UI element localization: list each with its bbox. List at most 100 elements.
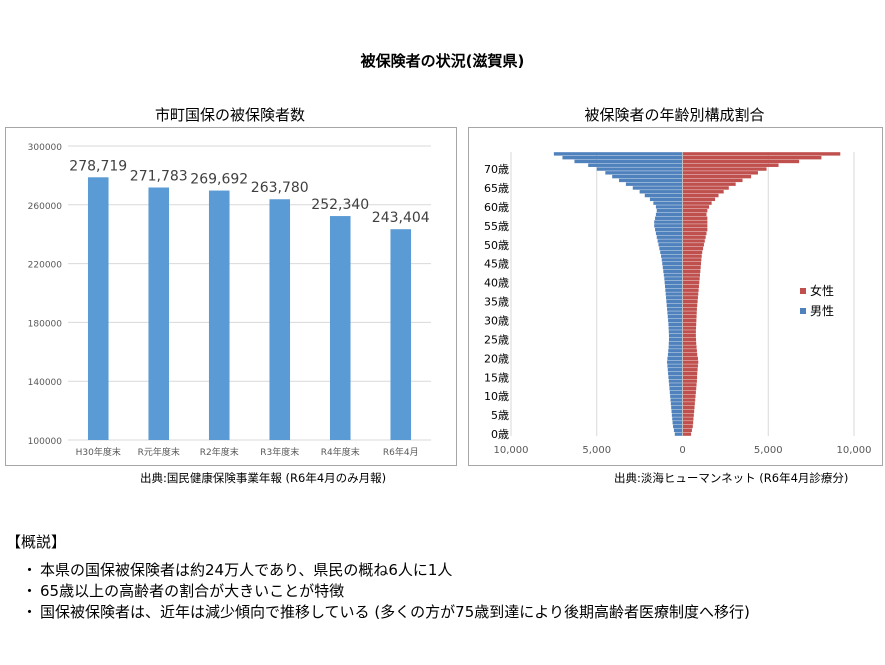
bar [329, 216, 351, 440]
female-bar [682, 250, 703, 255]
y-tick-label: 30歳 [484, 315, 509, 328]
female-bar [682, 174, 752, 179]
y-tick-label: 140000 [28, 378, 63, 388]
male-bar [666, 303, 683, 308]
y-tick-label: 300000 [28, 143, 63, 153]
x-tick-label: 10,000 [837, 445, 872, 456]
female-bar [682, 311, 697, 315]
female-bar [682, 421, 694, 425]
female-bar [682, 364, 698, 368]
male-bar [666, 296, 683, 300]
female-bar [682, 246, 704, 251]
female-bar [682, 371, 698, 376]
male-bar [588, 163, 683, 167]
female-bar [682, 152, 841, 156]
male-bar [670, 402, 683, 406]
female-bar [682, 243, 704, 247]
female-bar [682, 216, 708, 220]
male-bar [668, 337, 683, 342]
male-bar [661, 258, 683, 262]
male-bar [665, 292, 683, 296]
female-bar [682, 265, 701, 270]
female-bar [682, 326, 697, 330]
y-tick-label: 180000 [28, 319, 63, 329]
bullet-text: 本県の国保被保険者は約24万人であり、県民の概ね6人に1人 [40, 561, 453, 579]
male-bar [662, 265, 683, 270]
male-bar [667, 307, 683, 311]
legend-label: 男性 [810, 304, 834, 318]
male-bar [663, 269, 683, 273]
female-bar [682, 155, 822, 160]
female-bar [682, 360, 699, 364]
male-bar [665, 288, 683, 292]
male-bar [674, 432, 683, 436]
male-bar [673, 428, 683, 433]
male-bar [668, 318, 683, 323]
male-bar [656, 235, 683, 239]
y-tick-label: 50歳 [484, 239, 509, 252]
bar-chart-source: 出典:国民健康保険事業年報 (R6年4月のみ月報) [140, 471, 387, 485]
male-bar [665, 284, 683, 289]
pyramid-chart-source: 出典:淡海ヒューマンネット (R6年4月診療分) [614, 471, 849, 485]
male-bar [653, 201, 683, 205]
y-tick-label: 260000 [28, 202, 63, 212]
female-bar [682, 205, 710, 209]
male-bar [661, 254, 683, 258]
male-bar [657, 239, 683, 243]
male-bar [664, 277, 683, 281]
bullet-mark: ・ [22, 582, 38, 600]
female-bar [682, 390, 696, 395]
male-bar [667, 311, 683, 315]
female-bar [682, 409, 695, 414]
male-bar [649, 197, 683, 202]
summary-bullets: ・本県の国保被保険者は約24万人であり、県民の概ね6人に1人 ・ 65歳以上の高齢… [22, 560, 750, 623]
male-bar [666, 299, 683, 304]
male-bar [668, 341, 683, 345]
y-tick-label: 0歳 [491, 428, 509, 441]
female-bar [682, 182, 736, 186]
bar [390, 229, 412, 440]
y-tick-label: 40歳 [484, 277, 509, 290]
male-bar [655, 205, 683, 209]
male-bar [668, 333, 683, 338]
data-label: 269,692 [190, 172, 248, 188]
pyramid-chart: 10,000 5,000 0 5,000 10,000 0歳 5歳 10歳 15歳 20歳 25歳 3… [484, 152, 872, 456]
female-bar [682, 163, 779, 167]
y-tick-label: 15歳 [484, 371, 509, 384]
y-tick-label: 100000 [28, 437, 63, 447]
female-bar [682, 186, 729, 190]
male-bar [639, 190, 683, 194]
female-bar [682, 375, 698, 380]
male-bar [671, 409, 683, 414]
male-bar [625, 182, 683, 186]
female-bar [682, 432, 692, 436]
female-bar [682, 333, 696, 338]
male-bar [655, 216, 683, 220]
y-tick-label: 5歳 [491, 409, 509, 422]
male-bar [663, 273, 683, 277]
x-tick-label: 5,000 [582, 445, 611, 456]
female-bar [682, 345, 697, 349]
x-tick-label: 10,000 [494, 445, 529, 456]
male-bar [671, 413, 683, 417]
y-tick-label: 55歳 [484, 220, 509, 233]
male-bar [667, 352, 683, 357]
female-bar [682, 413, 694, 417]
female-bar [682, 193, 719, 198]
page-title: 被保険者の状況(滋賀県) [360, 52, 525, 70]
female-bar [682, 341, 697, 345]
female-bar [682, 417, 694, 421]
data-label: 278,719 [69, 158, 127, 174]
female-bar [682, 231, 707, 236]
male-bar [667, 360, 683, 364]
male-bar [596, 167, 683, 171]
female-bar [682, 284, 699, 289]
data-label: 271,783 [130, 168, 188, 184]
x-tick-label: R6年4月 [383, 446, 419, 458]
male-bar [612, 174, 683, 179]
female-bar [682, 356, 698, 361]
female-bar [682, 402, 695, 406]
female-bar [682, 197, 716, 202]
female-bar [682, 262, 702, 266]
female-bar [682, 394, 696, 398]
